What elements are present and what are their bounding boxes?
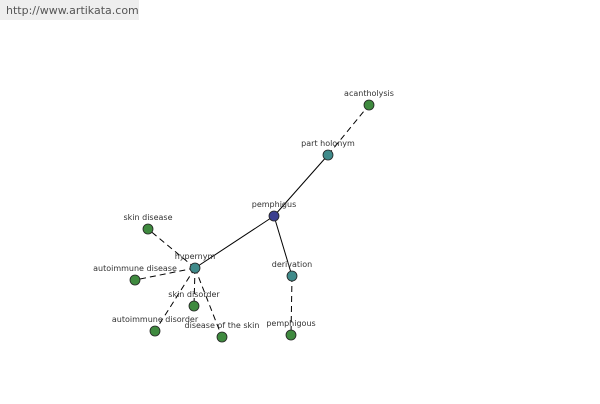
node bbox=[129, 274, 141, 286]
edge bbox=[194, 215, 275, 269]
node-label: acantholysis bbox=[344, 89, 394, 98]
node bbox=[322, 149, 334, 161]
edge bbox=[134, 267, 196, 281]
edge bbox=[273, 215, 293, 277]
node bbox=[189, 262, 201, 274]
node-label: hypernym bbox=[175, 252, 216, 261]
node bbox=[268, 210, 280, 222]
url-bar bbox=[0, 0, 139, 20]
node bbox=[363, 99, 375, 111]
node-label: disease of the skin bbox=[185, 321, 260, 330]
node-label: autoimmune disease bbox=[93, 264, 177, 273]
node-label: skin disease bbox=[123, 213, 172, 222]
node bbox=[188, 300, 200, 312]
url[interactable]: http://www.artikata.com bbox=[6, 4, 139, 17]
node bbox=[216, 331, 228, 343]
node bbox=[142, 223, 154, 235]
node-label: skin disorder bbox=[168, 290, 220, 299]
edge bbox=[273, 154, 329, 217]
edge bbox=[154, 267, 196, 332]
node bbox=[285, 329, 297, 341]
edge bbox=[147, 228, 196, 269]
edge bbox=[193, 267, 196, 307]
node-label: derivation bbox=[272, 260, 312, 269]
node bbox=[286, 270, 298, 282]
edges bbox=[134, 104, 370, 338]
node-label: pemphigus bbox=[252, 200, 296, 209]
edge bbox=[194, 267, 223, 338]
node bbox=[149, 325, 161, 337]
edge bbox=[327, 104, 370, 156]
node-label: autoimmune disorder bbox=[112, 315, 199, 324]
node-label: pemphigous bbox=[266, 319, 315, 328]
node-label: part holonym bbox=[301, 139, 355, 148]
nodes: pemphigus part holonym acantholysis hyperny… bbox=[93, 89, 394, 343]
